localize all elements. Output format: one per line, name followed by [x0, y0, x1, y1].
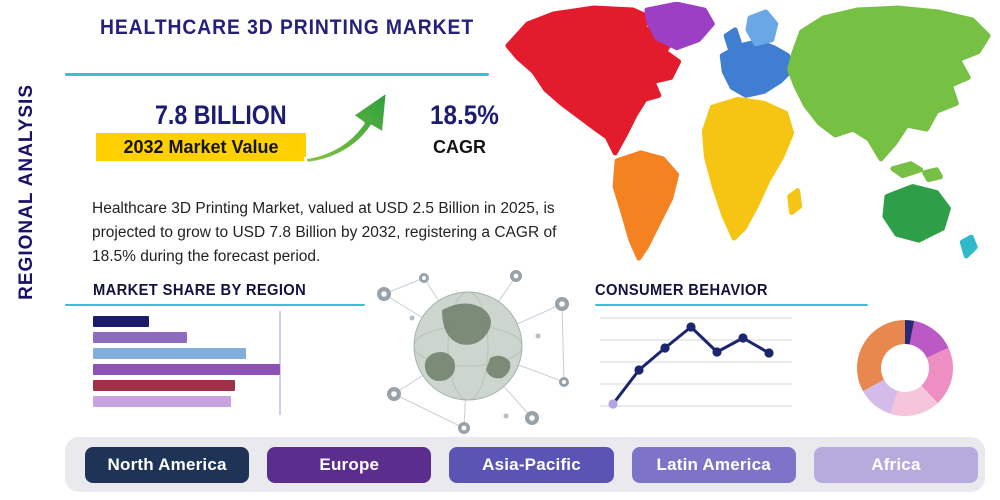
region-bar-chart: [93, 316, 280, 412]
region-button-north-america[interactable]: North America: [85, 447, 250, 483]
region-bar: [93, 332, 187, 343]
region-bar: [93, 348, 246, 359]
world-map: [505, 2, 991, 261]
region-button-europe[interactable]: Europe: [267, 447, 432, 483]
map-region-africa: [701, 96, 795, 241]
map-region-united-kingdom: [723, 27, 742, 52]
region-pills: North America Europe Asia-Pacific Latin Ame…: [85, 447, 979, 483]
region-bar: [93, 380, 235, 391]
line-chart-marker: [608, 399, 618, 409]
growth-arrow-icon: [303, 90, 389, 165]
region-bar: [93, 364, 280, 375]
cagr-stat: 18.5%: [430, 100, 499, 130]
map-region-south-america: [612, 150, 680, 261]
region-button-africa[interactable]: Africa: [813, 447, 979, 483]
line-chart-marker: [764, 348, 774, 358]
network-nodes: [377, 270, 569, 434]
map-region-northern-europe: [745, 9, 779, 47]
map-region-asia: [787, 5, 991, 162]
map-region-greenland: [644, 2, 715, 51]
accent-divider-consumer: [595, 304, 868, 306]
map-region-new-zealand: [959, 234, 978, 259]
map-region-indonesia: [890, 161, 924, 179]
region-button-asia-pacific[interactable]: Asia-Pacific: [449, 447, 614, 483]
region-bar: [93, 396, 231, 407]
accent-divider-top: [65, 73, 489, 76]
map-region-indonesia-east: [922, 167, 943, 183]
map-region-madagascar: [787, 188, 803, 215]
line-chart-marker: [634, 365, 644, 375]
map-region-japan: [943, 49, 963, 75]
region-button-latin-america[interactable]: Latin America: [631, 447, 796, 483]
line-chart-marker: [660, 343, 670, 353]
section-title-market-share: MARKET SHARE BY REGION: [93, 282, 307, 299]
section-title-consumer-behavior: CONSUMER BEHAVIOR: [595, 282, 768, 299]
donut-chart: [857, 320, 953, 416]
line-chart-marker: [738, 333, 748, 343]
map-region-australia: [882, 184, 951, 243]
market-summary-text: Healthcare 3D Printing Market, valued at…: [92, 199, 557, 265]
map-region-north-america: [505, 5, 682, 156]
market-value-label: 2032 Market Value: [96, 133, 306, 161]
vertical-sidebar-title: REGIONAL ANALYSIS: [16, 84, 37, 300]
cagr-label: CAGR: [433, 137, 486, 157]
region-bar: [93, 316, 149, 327]
line-chart-marker: [686, 322, 696, 332]
accent-divider-market-share: [65, 304, 365, 306]
globe-continents: [424, 303, 511, 381]
market-value-stat: 7.8 BILLION: [155, 100, 287, 130]
line-chart-gridlines: [600, 317, 792, 407]
page-title: HEALTHCARE 3D PRINTING MARKET: [100, 16, 475, 39]
globe-network-illustration: [377, 270, 569, 434]
line-chart-marker: [712, 347, 722, 357]
bar-chart-gridline: [279, 311, 281, 415]
consumer-line-chart: [600, 317, 792, 409]
